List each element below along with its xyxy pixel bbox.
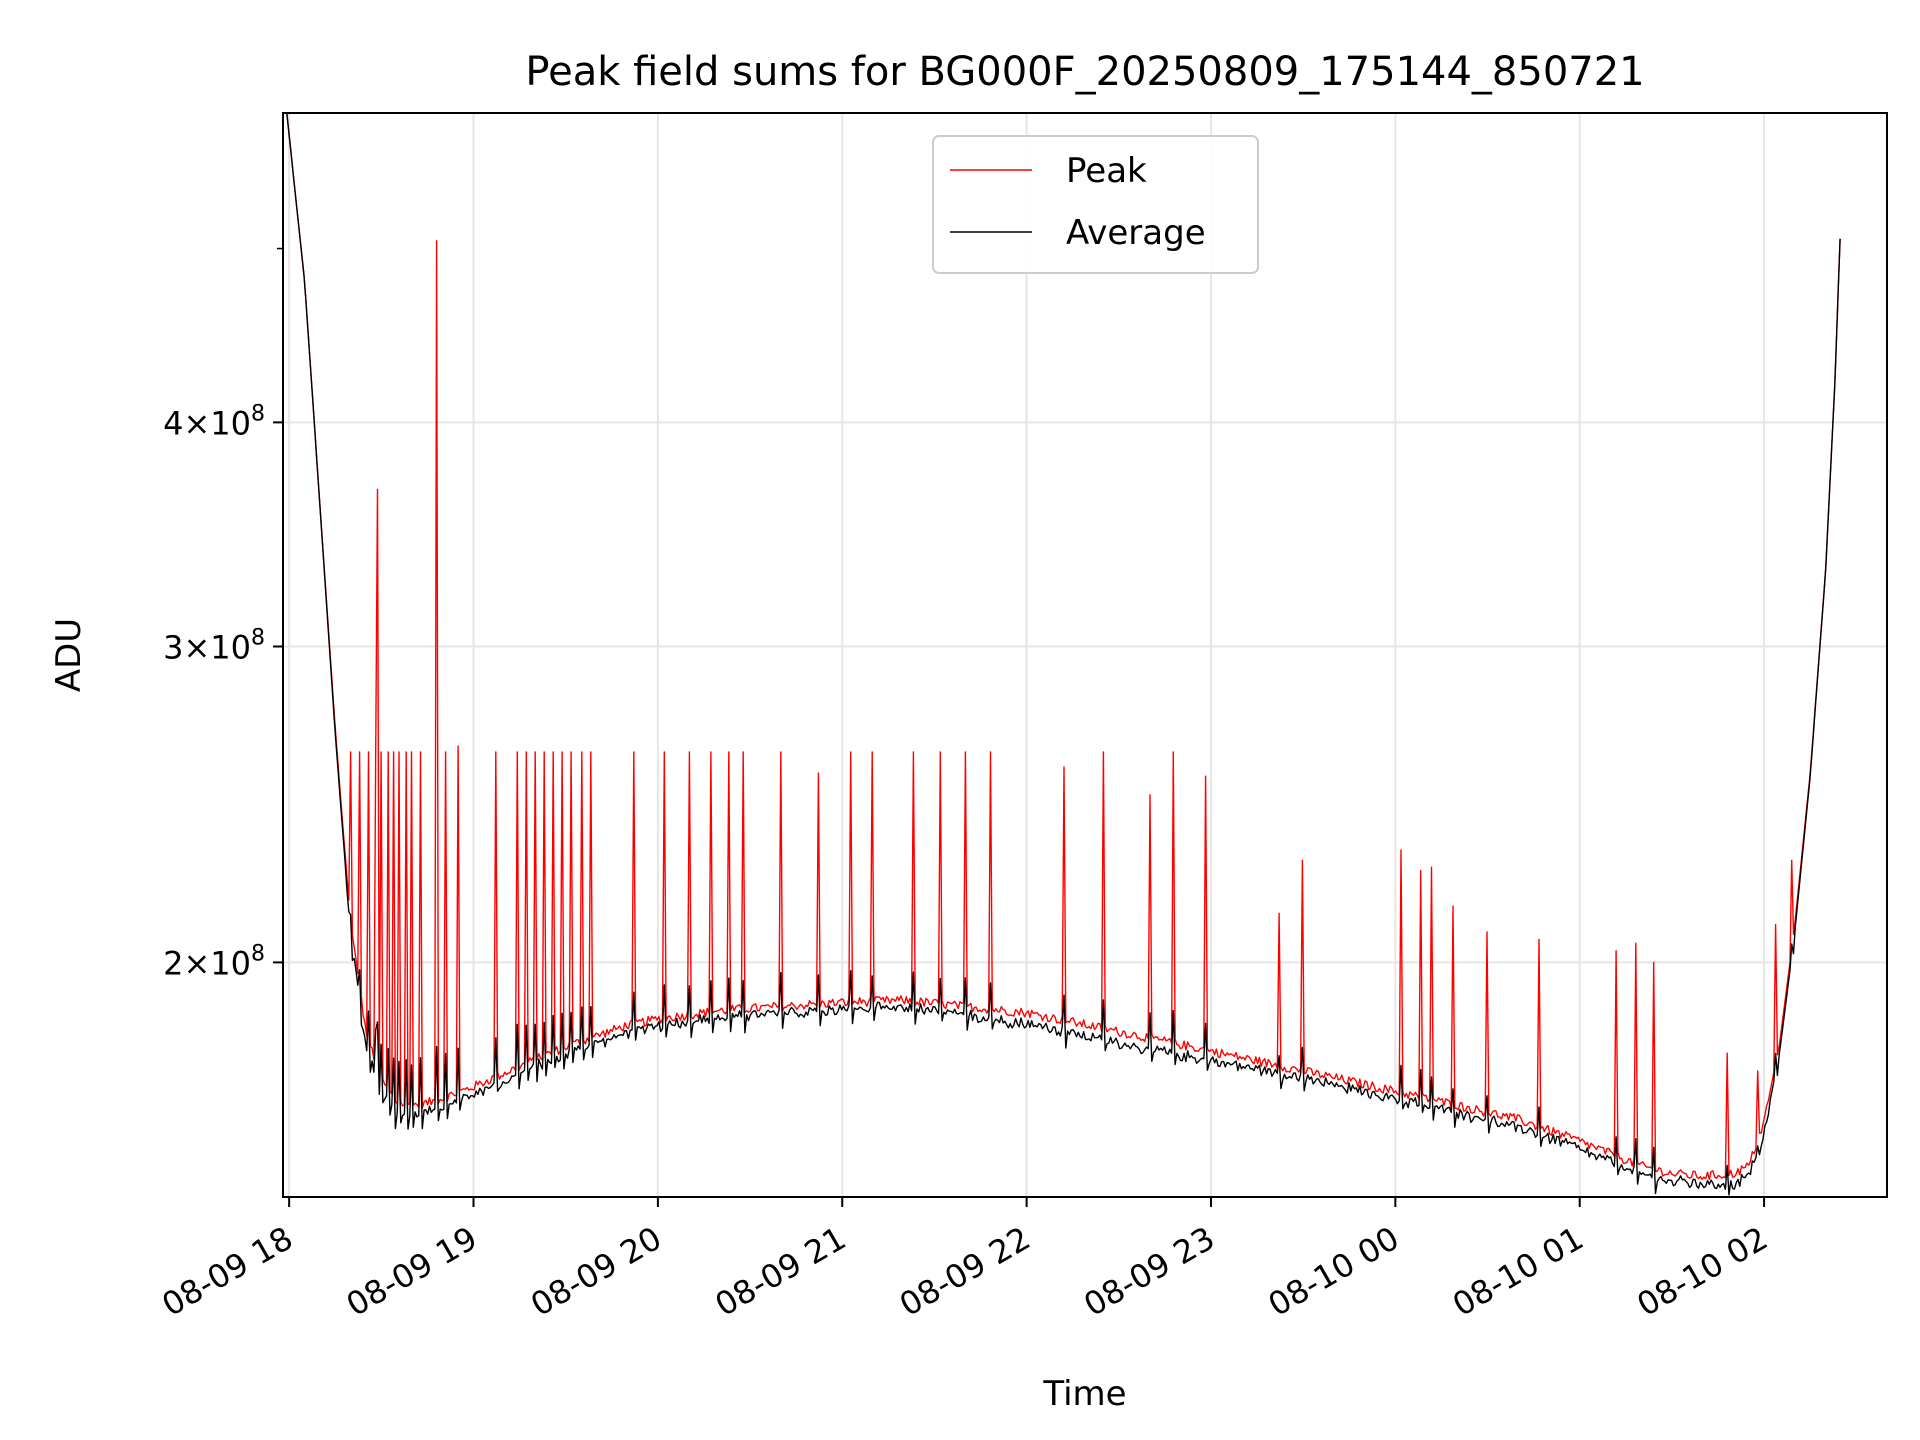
x-axis-label: Time: [1042, 1374, 1126, 1414]
y-tick-label: 3×108: [163, 626, 265, 667]
series-layer: [286, 113, 1841, 1196]
series-average-line: [286, 113, 1841, 1196]
plot-frame: [282, 112, 1888, 1198]
chart-title: Peak field sums for BG000F_20250809_1751…: [525, 49, 1644, 95]
y-axis-label: ADU: [49, 618, 89, 692]
legend-average-label: Average: [1066, 213, 1206, 253]
y-axis: 2×108 3×108 4×108: [163, 247, 283, 982]
y-tick-label: 2×108: [163, 941, 265, 982]
y-tick-label: 4×108: [163, 401, 265, 442]
legend-peak-label: Peak: [1066, 151, 1147, 191]
series-peak-line: [286, 113, 1841, 1180]
grid: [283, 113, 1887, 1197]
legend: Peak Average: [932, 135, 1259, 274]
